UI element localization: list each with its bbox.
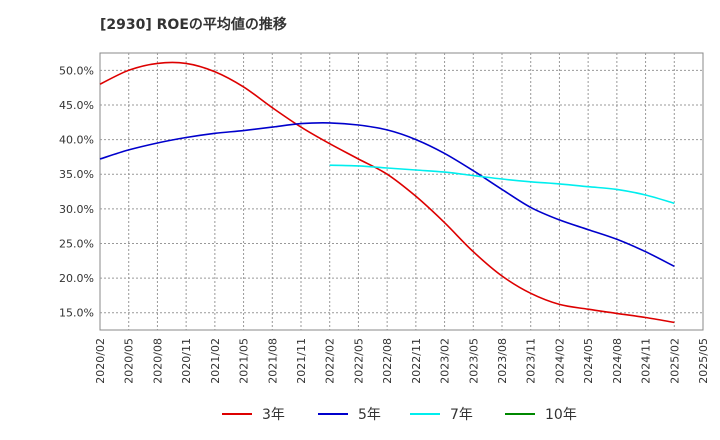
y-tick-label: 50.0% <box>59 64 94 77</box>
x-tick-label: 2022/08 <box>381 338 394 384</box>
y-tick-label: 15.0% <box>59 307 94 320</box>
x-tick-label: 2021/05 <box>238 338 251 384</box>
legend-label-2: 7年 <box>450 407 473 423</box>
x-tick-label: 2023/11 <box>525 338 538 384</box>
gridlines <box>100 53 703 330</box>
legend-label-0: 3年 <box>262 407 285 423</box>
x-tick-label: 2023/02 <box>439 338 452 384</box>
y-axis: 15.0% 20.0% 25.0% 30.0% 35.0% 40.0% 45.0% 50.0% <box>59 64 94 319</box>
y-tick-label: 45.0% <box>59 99 94 112</box>
series-line-2 <box>329 164 675 205</box>
y-tick-label: 35.0% <box>59 168 94 181</box>
x-tick-label: 2024/05 <box>582 338 595 384</box>
x-tick-label: 2024/11 <box>640 338 653 384</box>
x-tick-label: 2023/05 <box>467 338 480 384</box>
x-tick-label: 2021/11 <box>295 338 308 384</box>
y-tick-label: 25.0% <box>59 237 94 250</box>
legend-label-3: 10年 <box>545 407 577 423</box>
x-tick-label: 2022/05 <box>352 338 365 384</box>
y-tick-label: 20.0% <box>59 272 94 285</box>
x-tick-label: 2021/08 <box>266 338 279 384</box>
x-axis: 2020/02 2020/05 2020/08 2020/11 2021/02 2021/… <box>94 338 710 384</box>
series-lines <box>99 61 675 324</box>
legend: 3年 5年 7年 10年 <box>222 407 577 423</box>
x-tick-label: 2025/05 <box>697 338 710 384</box>
series-line-0 <box>99 61 675 324</box>
x-tick-label: 2022/02 <box>324 338 337 384</box>
x-tick-label: 2020/08 <box>151 338 164 384</box>
plot-area <box>99 52 704 331</box>
x-tick-label: 2022/11 <box>410 338 423 384</box>
x-tick-label: 2023/08 <box>496 338 509 384</box>
legend-label-1: 5年 <box>358 407 381 423</box>
x-tick-label: 2020/05 <box>123 338 136 384</box>
x-tick-label: 2020/11 <box>180 338 193 384</box>
x-tick-label: 2024/02 <box>553 338 566 384</box>
x-tick-label: 2020/02 <box>94 338 107 384</box>
x-tick-label: 2021/02 <box>209 338 222 384</box>
y-tick-label: 30.0% <box>59 203 94 216</box>
y-tick-label: 40.0% <box>59 134 94 147</box>
x-tick-label: 2024/08 <box>611 338 624 384</box>
chart-title: [2930] ROEの平均値の推移 <box>100 17 287 33</box>
x-tick-label: 2025/02 <box>668 338 681 384</box>
series-line-1 <box>99 122 675 268</box>
